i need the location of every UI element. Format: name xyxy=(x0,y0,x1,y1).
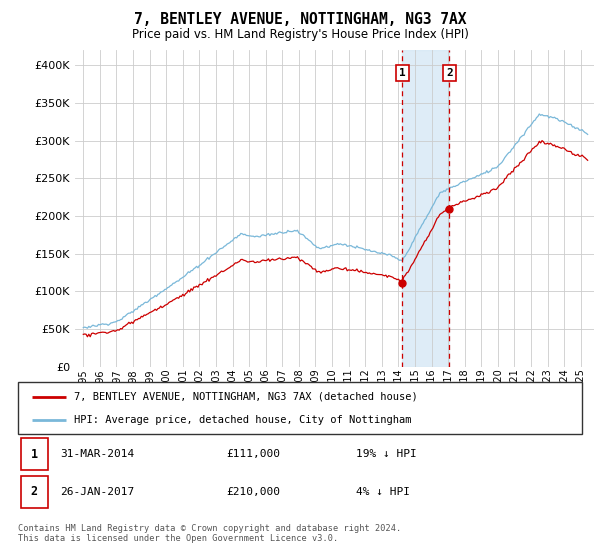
Text: £111,000: £111,000 xyxy=(227,449,281,459)
Text: 7, BENTLEY AVENUE, NOTTINGHAM, NG3 7AX (detached house): 7, BENTLEY AVENUE, NOTTINGHAM, NG3 7AX (… xyxy=(74,391,418,402)
FancyBboxPatch shape xyxy=(21,476,48,508)
Text: 26-JAN-2017: 26-JAN-2017 xyxy=(60,487,134,497)
Text: £210,000: £210,000 xyxy=(227,487,281,497)
Text: HPI: Average price, detached house, City of Nottingham: HPI: Average price, detached house, City… xyxy=(74,416,412,426)
FancyBboxPatch shape xyxy=(21,438,48,470)
Text: 1: 1 xyxy=(399,68,406,78)
Text: 4% ↓ HPI: 4% ↓ HPI xyxy=(356,487,410,497)
Bar xyxy=(403,50,449,367)
Text: 2: 2 xyxy=(446,68,453,78)
FancyBboxPatch shape xyxy=(18,382,582,434)
Text: 31-MAR-2014: 31-MAR-2014 xyxy=(60,449,134,459)
Text: 7, BENTLEY AVENUE, NOTTINGHAM, NG3 7AX: 7, BENTLEY AVENUE, NOTTINGHAM, NG3 7AX xyxy=(134,12,466,27)
Text: Price paid vs. HM Land Registry's House Price Index (HPI): Price paid vs. HM Land Registry's House … xyxy=(131,28,469,41)
Text: 2: 2 xyxy=(31,486,38,498)
Text: 19% ↓ HPI: 19% ↓ HPI xyxy=(356,449,417,459)
Text: Contains HM Land Registry data © Crown copyright and database right 2024.
This d: Contains HM Land Registry data © Crown c… xyxy=(18,524,401,543)
Text: 1: 1 xyxy=(31,447,38,461)
